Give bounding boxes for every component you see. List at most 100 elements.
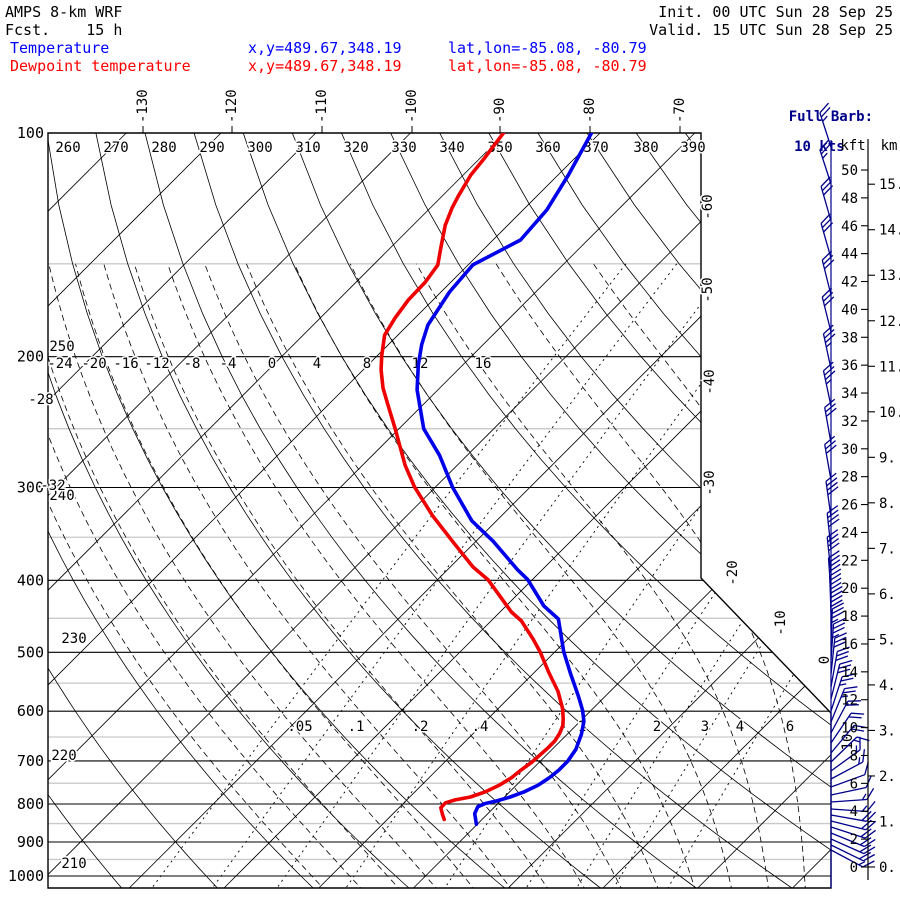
wind-barb xyxy=(830,700,861,734)
kft-tick-label: 2 xyxy=(850,832,858,848)
moist-adiabat-line xyxy=(133,263,551,888)
wind-barb xyxy=(822,324,836,370)
dry-adiabat-label: 310 xyxy=(295,140,320,156)
moist-adiabat-line xyxy=(593,263,831,888)
pressure-label: 700 xyxy=(17,752,44,770)
mixing-ratio-line xyxy=(573,263,831,888)
mixing-ratio-line xyxy=(343,263,789,888)
temperature-latlon: lat,lon=-85.08, -80.79 xyxy=(448,39,647,57)
kft-tick-label: 14 xyxy=(841,665,858,681)
km-tick-label: 15. xyxy=(879,177,900,193)
kft-tick-label: 42 xyxy=(841,275,858,291)
dry-adiabat-label: 220 xyxy=(51,748,76,764)
km-tick-label: 9. xyxy=(879,450,896,466)
wind-barb xyxy=(830,617,846,661)
dry-adiabat-label: 330 xyxy=(391,140,416,156)
moist-adiabat-line xyxy=(293,263,697,888)
kft-tick-label: 38 xyxy=(841,330,858,346)
moist-adiabat-label: -12 xyxy=(144,356,169,372)
dry-adiabat-line xyxy=(95,133,606,888)
isotherm-line xyxy=(697,133,831,888)
wind-barb xyxy=(830,838,876,855)
dewpoint-curve xyxy=(379,133,566,822)
moist-adiabat-line xyxy=(103,263,514,888)
mixing-ratio-line xyxy=(611,263,831,888)
wind-barb xyxy=(820,213,834,259)
kft-tick-label: 30 xyxy=(841,442,858,458)
dry-adiabat-line xyxy=(48,133,414,888)
isotherm-line xyxy=(48,133,790,888)
isotherm-line xyxy=(48,133,696,888)
km-tick-label: 14. xyxy=(879,223,900,239)
dry-adiabat-label: 240 xyxy=(49,488,74,504)
kft-tick-label: 10 xyxy=(841,721,858,737)
km-tick-label: 5. xyxy=(879,632,896,648)
dry-adiabat-line xyxy=(0,133,29,892)
isotherm-label: -70 xyxy=(672,98,688,123)
mixing-ratio-label: .05 xyxy=(287,719,312,735)
pressure-label: 100 xyxy=(17,124,44,142)
wind-barb xyxy=(824,398,837,444)
barb-scale-line1: Full Barb: xyxy=(788,109,874,125)
mixing-ratio-line xyxy=(273,263,732,888)
wind-barb xyxy=(822,361,836,407)
mixing-ratio-label: 4 xyxy=(736,719,744,735)
kft-tick-label: 20 xyxy=(841,581,858,597)
kft-tick-label: 12 xyxy=(841,693,858,709)
isotherm-label: 0 xyxy=(817,656,833,664)
wind-barb xyxy=(830,632,847,675)
moist-adiabat-label: -28 xyxy=(28,392,53,408)
isotherm-line xyxy=(48,133,411,888)
kft-axis-title: kft xyxy=(840,138,865,154)
isotherm-line xyxy=(48,133,506,888)
wind-barb xyxy=(830,673,855,712)
moist-adiabat-label: -8 xyxy=(184,356,201,372)
wind-barb xyxy=(830,736,861,772)
dry-adiabat-label: 280 xyxy=(151,140,176,156)
moist-adiabat-line xyxy=(204,263,624,888)
wind-barb xyxy=(830,826,876,839)
moist-adiabat-line xyxy=(48,263,365,888)
isotherm-line xyxy=(318,133,831,888)
dry-adiabat-line xyxy=(193,133,798,888)
valid-time: Valid. 15 UTC Sun 28 Sep 25 xyxy=(649,21,893,39)
isotherm-label: -80 xyxy=(582,98,598,123)
dry-adiabat-label: 260 xyxy=(55,140,80,156)
moist-adiabat-label: 0 xyxy=(268,356,276,372)
kft-tick-label: 16 xyxy=(841,637,858,653)
moist-adiabat-label: -20 xyxy=(81,356,106,372)
moist-adiabat-line xyxy=(75,263,477,888)
isotherm-label: -50 xyxy=(700,277,716,302)
isotherm-line xyxy=(0,133,32,888)
wind-barb xyxy=(830,712,865,744)
kft-tick-label: 32 xyxy=(841,414,858,430)
isotherm-line xyxy=(48,133,222,888)
kft-tick-label: 28 xyxy=(841,470,858,486)
dry-adiabat-label: 250 xyxy=(49,339,74,355)
kft-tick-label: 44 xyxy=(841,247,858,263)
wind-barb xyxy=(826,505,840,550)
dewpoint-latlon: lat,lon=-85.08, -80.79 xyxy=(448,57,647,75)
isotherm-label: -10 xyxy=(773,610,789,635)
kft-tick-label: 8 xyxy=(850,748,858,764)
wind-barb-column xyxy=(819,102,877,888)
mixing-ratio-label: 2 xyxy=(653,719,661,735)
km-tick-label: 0. xyxy=(879,860,896,876)
dry-adiabat-label: 370 xyxy=(583,140,608,156)
km-axis-title: km xyxy=(881,138,898,154)
dry-adiabat-label: 300 xyxy=(247,140,272,156)
kft-tick-label: 4 xyxy=(850,804,858,820)
dry-adiabat-line xyxy=(291,133,831,888)
pressure-label: 500 xyxy=(17,643,44,661)
dewpoint-xy: x,y=489.67,348.19 xyxy=(248,57,402,75)
wind-barb xyxy=(830,832,876,848)
dry-adiabat-label: 230 xyxy=(61,631,86,647)
pressure-label: 1000 xyxy=(8,867,44,885)
wind-barb xyxy=(830,686,858,723)
wind-barb xyxy=(830,736,870,763)
wind-barb xyxy=(830,749,866,780)
wind-barb xyxy=(830,659,853,700)
mixing-ratio-label: .2 xyxy=(412,719,429,735)
pressure-label: 300 xyxy=(17,479,44,497)
